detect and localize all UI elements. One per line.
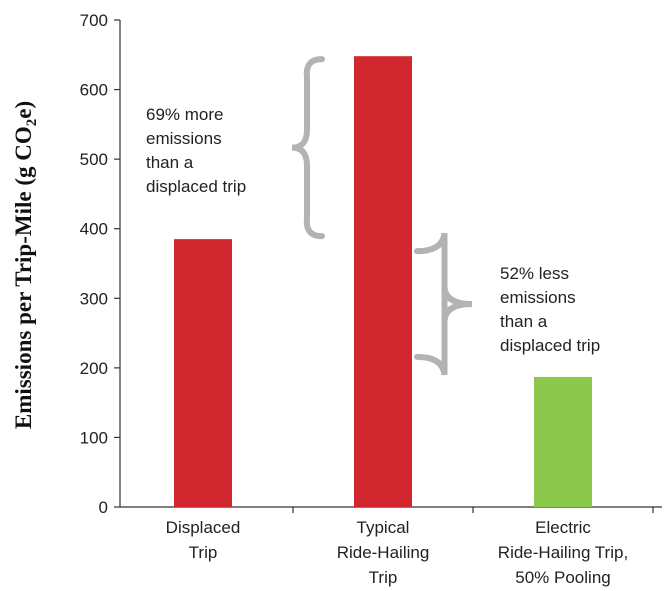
x-tick-label: Typical Ride-Hailing Trip bbox=[337, 518, 430, 587]
x-tick-label-line: Trip bbox=[369, 568, 398, 587]
y-axis-label-end: e) bbox=[11, 101, 36, 119]
y-tick-label: 100 bbox=[80, 428, 108, 447]
y-tick-label: 300 bbox=[80, 289, 108, 308]
x-tick-label: Electric Ride-Hailing Trip, 50% Pooling bbox=[498, 518, 628, 587]
y-axis-label-subscript: 2 bbox=[24, 119, 40, 127]
y-tick-label: 500 bbox=[80, 150, 108, 169]
y-tick-label: 200 bbox=[80, 359, 108, 378]
annotation-line: 52% less bbox=[500, 264, 569, 283]
x-tick-label-line: Ride-Hailing Trip, bbox=[498, 543, 628, 562]
x-tick-label-line: 50% Pooling bbox=[515, 568, 610, 587]
annotation-braces bbox=[291, 56, 473, 376]
y-tick-label: 700 bbox=[80, 11, 108, 30]
annotation-line: than a bbox=[146, 153, 194, 172]
axes: 0 100 200 300 400 500 600 700 bbox=[80, 11, 662, 517]
x-tick-label-line: Typical bbox=[357, 518, 410, 537]
annotation-increase: 69% more emissions than a displaced trip bbox=[146, 105, 246, 196]
bars bbox=[174, 56, 592, 507]
x-tick-label-line: Displaced bbox=[166, 518, 241, 537]
bar bbox=[534, 376, 592, 507]
annotation-line: emissions bbox=[500, 288, 576, 307]
x-tick-label-line: Electric bbox=[535, 518, 591, 537]
brace-increase bbox=[291, 56, 325, 240]
y-tick-label: 0 bbox=[99, 498, 108, 517]
x-tick-label: Displaced Trip bbox=[166, 518, 241, 562]
x-tick-label-line: Ride-Hailing bbox=[337, 543, 430, 562]
annotation-decrease: 52% less emissions than a displaced trip bbox=[500, 264, 600, 355]
annotation-line: 69% more bbox=[146, 105, 223, 124]
y-axis-label: Emissions per Trip-Mile (g CO2e) bbox=[11, 101, 40, 429]
annotation-line: than a bbox=[500, 312, 548, 331]
brace-decrease bbox=[414, 232, 473, 376]
x-tick-label-line: Trip bbox=[189, 543, 218, 562]
annotation-line: displaced trip bbox=[500, 336, 600, 355]
bar bbox=[354, 56, 412, 507]
y-tick-label: 600 bbox=[80, 81, 108, 100]
y-tick-label: 400 bbox=[80, 220, 108, 239]
labels: Displaced Trip Typical Ride-Hailing Trip Elec… bbox=[146, 105, 628, 587]
annotation-line: emissions bbox=[146, 129, 222, 148]
y-axis-label-main: Emissions per Trip-Mile (g CO bbox=[11, 126, 36, 429]
annotation-line: displaced trip bbox=[146, 177, 246, 196]
bar bbox=[174, 239, 232, 507]
